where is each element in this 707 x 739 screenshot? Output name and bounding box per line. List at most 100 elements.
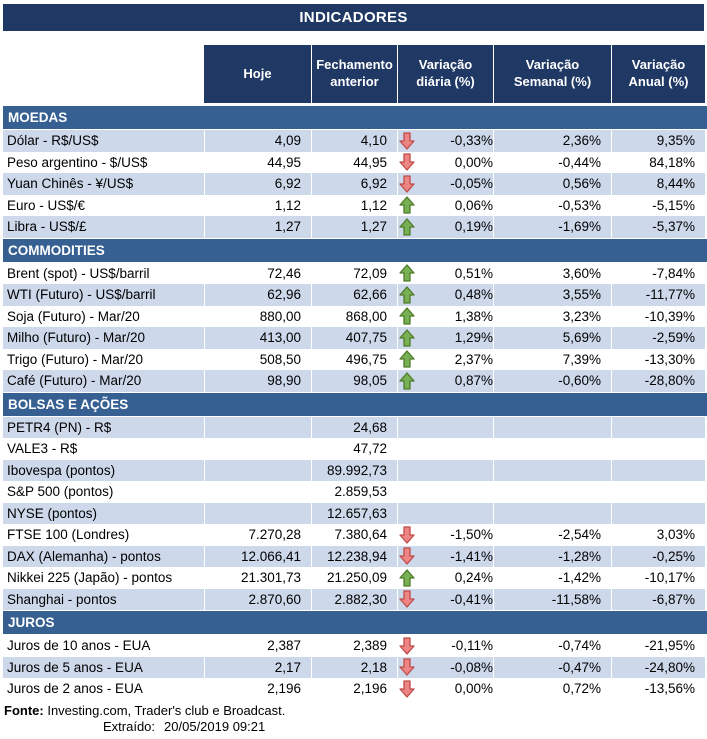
row-label: PETR4 (PN) - R$ [3, 416, 204, 438]
section-header-bolsas-e-acoes: BOLSAS E AÇÕES [3, 391, 707, 417]
cell-hoje: 2,196 [204, 678, 311, 700]
down-arrow-icon [399, 173, 416, 195]
cell-variacao-diaria: 0,19% [397, 216, 493, 238]
variacao-diaria-value: 0,00% [454, 154, 493, 170]
up-arrow-icon [399, 306, 416, 328]
footer-extracted: Extraído: 20/05/2019 09:21 [103, 719, 707, 735]
variacao-diaria-value: 0,06% [454, 197, 493, 213]
variacao-diaria-value: 0,87% [454, 373, 493, 389]
table-row: Libra - US$/£ 1,27 1,27 0,19% -1,69% -5,… [3, 216, 707, 238]
cell-hoje: 21.301,73 [204, 567, 311, 589]
cell-hoje [204, 438, 311, 460]
cell-fechamento: 1,27 [311, 216, 397, 238]
table-row: NYSE (pontos) 12.657,63 [3, 502, 707, 524]
cell-variacao-anual: -28,80% [611, 370, 705, 392]
table-row: Juros de 10 anos - EUA 2,387 2,389 -0,11… [3, 635, 707, 657]
down-arrow-icon [399, 589, 416, 611]
cell-variacao-diaria: -1,50% [397, 524, 493, 546]
indicators-report: INDICADORES Hoje Fechamento anterior Var… [0, 4, 707, 735]
cell-variacao-anual: -5,37% [611, 216, 705, 238]
cell-hoje: 2.870,60 [204, 588, 311, 610]
cell-variacao-diaria: -0,11% [397, 635, 493, 657]
cell-hoje: 44,95 [204, 151, 311, 173]
variacao-diaria-value: 1,38% [454, 308, 493, 324]
row-label: S&P 500 (pontos) [7, 484, 114, 500]
cell-variacao-diaria: 0,24% [397, 567, 493, 589]
cell-hoje: 98,90 [204, 370, 311, 392]
cell-hoje [204, 502, 311, 524]
cell-fechamento: 21.250,09 [311, 567, 397, 589]
down-arrow-icon [399, 524, 416, 546]
section-header-moedas: MOEDAS [3, 105, 707, 130]
cell-variacao-anual: -10,39% [611, 305, 705, 327]
trend-arrow-slot [399, 417, 416, 439]
cell-variacao-anual: -13,56% [611, 678, 705, 700]
cell-variacao-anual: 9,35% [611, 130, 705, 152]
cell-hoje: 62,96 [204, 284, 311, 306]
footer-extracted-value: 20/05/2019 09:21 [164, 718, 266, 734]
row-label: Juros de 2 anos - EUA [7, 681, 143, 697]
table-row: Juros de 5 anos - EUA 2,17 2,18 -0,08% -… [3, 656, 707, 679]
cell-hoje: 6,92 [204, 173, 311, 195]
page-title: INDICADORES [3, 4, 704, 31]
cell-variacao-semanal [493, 481, 611, 503]
variacao-diaria-value: 0,00% [454, 681, 493, 697]
cell-variacao-diaria: -0,08% [397, 656, 493, 679]
variacao-diaria-value: -0,11% [451, 638, 493, 654]
variacao-diaria-value: -0,41% [450, 591, 493, 607]
table-row: Juros de 2 anos - EUA 2,196 2,196 0,00% … [3, 678, 707, 700]
cell-variacao-diaria: -0,05% [397, 173, 493, 195]
trend-arrow-slot [399, 438, 416, 460]
table-row: Trigo (Futuro) - Mar/20 508,50 496,75 2,… [3, 348, 707, 371]
row-label: Nikkei 225 (Japão) - pontos [7, 570, 173, 586]
cell-hoje: 508,50 [204, 348, 311, 370]
row-label: DAX (Alemanha) - pontos [3, 545, 204, 567]
down-arrow-icon [399, 657, 416, 679]
cell-variacao-diaria: 0,48% [397, 284, 493, 306]
cell-variacao-anual: -6,87% [611, 588, 705, 610]
cell-variacao-semanal: -0,47% [493, 656, 611, 678]
cell-fechamento: 2,196 [311, 678, 397, 700]
row-label: WTI (Futuro) - US$/barril [3, 284, 204, 306]
cell-variacao-anual [611, 459, 705, 481]
cell-variacao-anual: -13,30% [611, 348, 705, 370]
cell-variacao-diaria: -1,41% [397, 545, 493, 567]
variacao-diaria-value: -0,33% [450, 133, 493, 149]
cell-fechamento: 1,12 [311, 194, 397, 216]
cell-hoje: 1,12 [204, 194, 311, 216]
cell-variacao-semanal: 3,60% [493, 262, 611, 284]
cell-variacao-semanal: 0,72% [493, 678, 611, 700]
footer-source-text: Investing.com, Trader's club e Broadcast… [43, 702, 286, 718]
up-arrow-icon [399, 349, 416, 371]
cell-fechamento: 407,75 [311, 327, 397, 349]
cell-variacao-diaria: 1,38% [397, 305, 493, 328]
variacao-diaria-value: 0,24% [454, 570, 493, 586]
cell-fechamento: 2,389 [311, 635, 397, 657]
cell-variacao-semanal: 5,69% [493, 327, 611, 349]
variacao-diaria-value: -1,50% [450, 527, 493, 543]
up-arrow-icon [399, 327, 416, 349]
cell-variacao-anual: -7,84% [611, 262, 705, 284]
row-label: Juros de 5 anos - EUA [3, 656, 204, 678]
table-row: Dólar - R$/US$ 4,09 4,10 -0,33% 2,36% 9,… [3, 130, 707, 152]
cell-variacao-diaria: 0,06% [397, 194, 493, 216]
down-arrow-icon [399, 130, 416, 152]
table-section: MOEDAS Dólar - R$/US$ 4,09 4,10 -0,33% 2… [0, 105, 707, 238]
cell-variacao-semanal: -0,53% [493, 194, 611, 216]
section-rows: Brent (spot) - US$/barril 72,46 72,09 0,… [0, 262, 707, 392]
col-header-fechamento: Fechamento anterior [311, 45, 397, 103]
down-arrow-icon [399, 635, 416, 657]
table-row: Brent (spot) - US$/barril 72,46 72,09 0,… [3, 262, 707, 285]
cell-variacao-semanal: 3,55% [493, 284, 611, 306]
row-label: Yuan Chinês - ¥/US$ [3, 173, 204, 195]
row-label: Libra - US$/£ [3, 216, 204, 238]
cell-variacao-semanal: -1,69% [493, 216, 611, 238]
cell-variacao-anual: -2,59% [611, 327, 705, 349]
down-arrow-icon [399, 152, 416, 174]
table-row: Nikkei 225 (Japão) - pontos 21.301,73 21… [3, 567, 707, 589]
up-arrow-icon [399, 263, 416, 285]
cell-hoje: 2,17 [204, 656, 311, 678]
cell-variacao-semanal [493, 438, 611, 460]
table-row: FTSE 100 (Londres) 7.270,28 7.380,64 -1,… [3, 524, 707, 546]
section-rows: PETR4 (PN) - R$ 24,68 VALE3 - R$ 47,72 I… [0, 416, 707, 611]
